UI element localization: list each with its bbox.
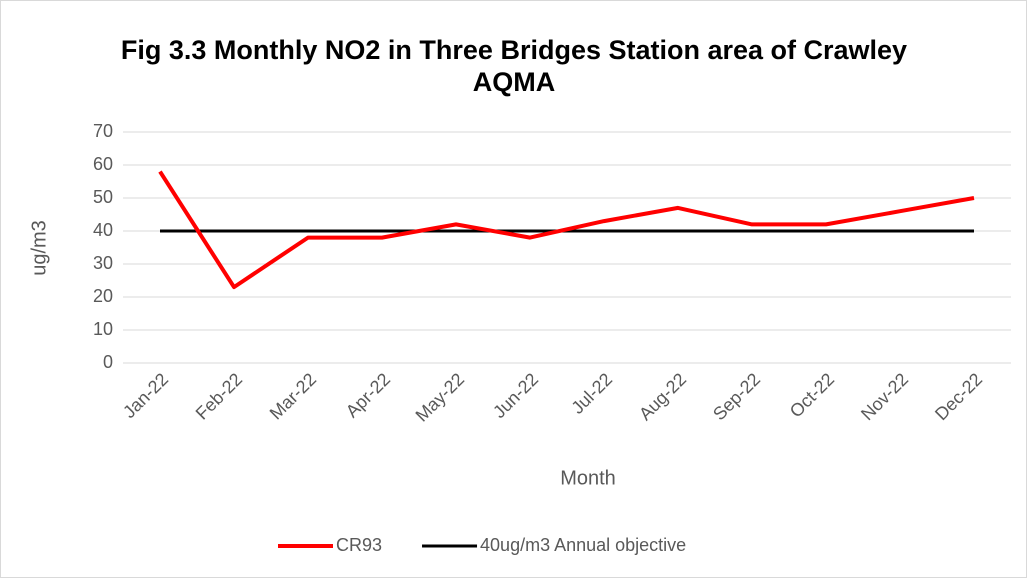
legend-label: 40ug/m3 Annual objective xyxy=(480,535,686,555)
x-axis-title: Month xyxy=(560,467,616,489)
y-tick-label: 30 xyxy=(93,253,113,273)
y-tick-label: 60 xyxy=(93,154,113,174)
y-tick-label: 50 xyxy=(93,187,113,207)
y-tick-label: 20 xyxy=(93,286,113,306)
y-axis-title: ug/m3 xyxy=(28,220,50,276)
legend-label: CR93 xyxy=(336,535,382,555)
y-tick-label: 40 xyxy=(93,220,113,240)
y-tick-label: 10 xyxy=(93,319,113,339)
y-tick-label: 0 xyxy=(103,352,113,372)
series-line xyxy=(158,170,975,290)
chart-title: Fig 3.3 Monthly NO2 in Three Bridges Sta… xyxy=(120,35,908,97)
y-tick-label: 70 xyxy=(93,121,113,141)
